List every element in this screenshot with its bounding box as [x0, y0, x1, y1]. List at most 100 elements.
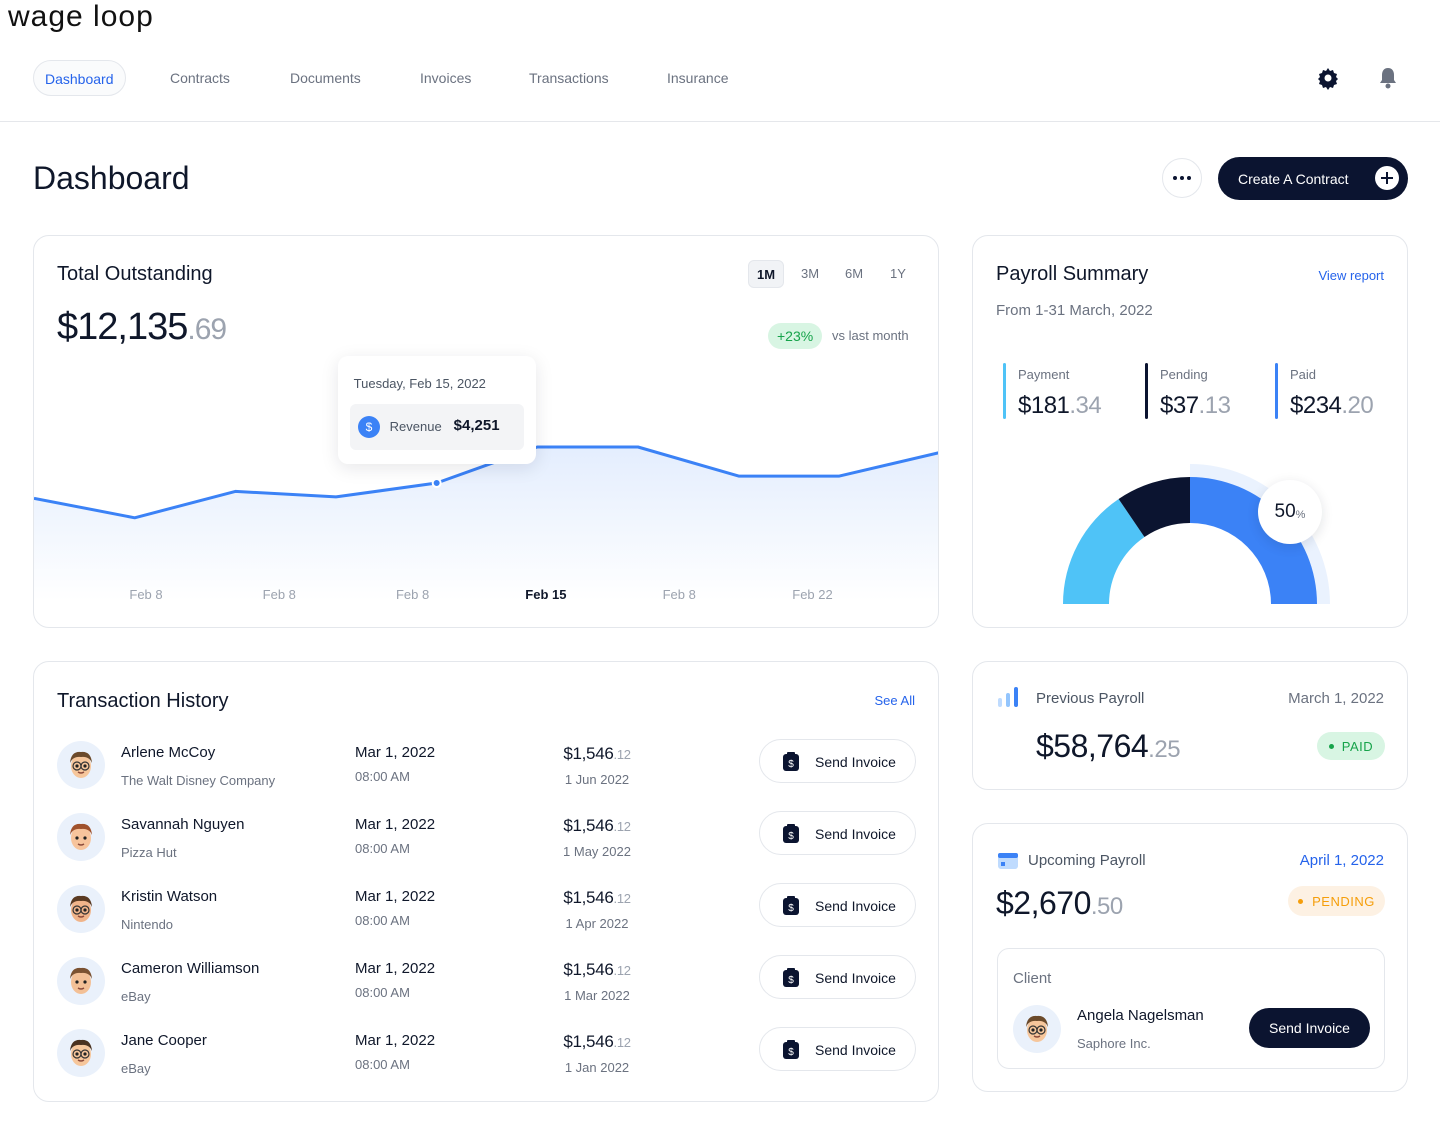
stat-amount: $234.20 — [1290, 392, 1374, 420]
payroll-date: April 1, 2022 — [1299, 852, 1384, 869]
amount-main: $1,546 — [563, 1032, 614, 1051]
amount-cents: .13 — [1198, 392, 1231, 419]
button-label: Send Invoice — [815, 898, 896, 914]
send-invoice-button[interactable]: $ Send Invoice — [759, 811, 916, 855]
avatar-face — [57, 741, 105, 789]
nav-tab[interactable]: Dashboard — [33, 60, 126, 96]
invoice-icon: $ — [783, 824, 799, 843]
send-invoice-button[interactable]: $ Send Invoice — [759, 1027, 916, 1071]
x-tick-label: Feb 8 — [396, 587, 429, 602]
amount-main: $1,546 — [563, 744, 614, 763]
company: eBay — [121, 1061, 151, 1076]
see-all-link[interactable]: See All — [874, 693, 915, 708]
amount-cents: .12 — [613, 891, 631, 906]
outstanding-card: Feb 8 Feb 8 Feb 8 Feb 15 Feb 8 Feb 22 Fe Total… — [33, 235, 939, 628]
due-date: 1 Jan 2022 — [564, 1060, 630, 1075]
send-invoice-button[interactable]: $ Send Invoice — [759, 883, 916, 927]
company: The Walt Disney Company — [121, 773, 276, 788]
amount-cents: .20 — [1341, 392, 1374, 419]
amount: $1,546.12 — [497, 1032, 697, 1052]
avatar-face — [57, 885, 105, 933]
x-tick-label: Feb 8 — [129, 587, 162, 602]
time: 08:00 AM — [355, 913, 410, 928]
date: Mar 1, 2022 — [355, 744, 436, 761]
range-tab[interactable]: 3M — [800, 266, 820, 281]
nav-tab[interactable]: Documents — [290, 70, 361, 86]
client-name: Angela Nagelsman — [1077, 1007, 1204, 1024]
highlight-point — [431, 478, 442, 489]
chart-tooltip: Tuesday, Feb 15, 2022 $ Revenue $4,251 — [337, 356, 536, 465]
nav-tab[interactable]: Insurance — [667, 70, 729, 86]
amount-cents: .50 — [1090, 893, 1123, 920]
company: eBay — [121, 989, 151, 1004]
brand-logo[interactable]: wage loop — [8, 0, 154, 33]
client-avatar — [1013, 1005, 1061, 1053]
payroll-amount: $2,670.50 — [996, 885, 1123, 922]
previous-payroll-card: Previous Payroll March 1, 2022 $58,764.2… — [972, 661, 1408, 790]
avatar — [57, 741, 105, 789]
payroll-gauge — [1063, 464, 1330, 604]
button-label: Send Invoice — [815, 1042, 896, 1058]
send-invoice-button[interactable]: $ Send Invoice — [759, 739, 916, 783]
due-date: 1 May 2022 — [563, 844, 631, 859]
stat-bar — [1003, 363, 1006, 419]
nav-tab[interactable]: Transactions — [529, 70, 609, 86]
avatar — [57, 1029, 105, 1077]
gauge-unit: % — [1295, 508, 1306, 521]
card-title: Transaction History — [57, 690, 229, 712]
more-icon — [1173, 176, 1191, 180]
more-button[interactable] — [1162, 158, 1202, 198]
transaction-row: Cameron Williamson eBay Mar 1, 2022 08:00 A… — [34, 955, 938, 1015]
status-dot — [1298, 898, 1304, 904]
payroll-amount: $58,764.25 — [1036, 728, 1181, 765]
gauge-segment — [1063, 498, 1145, 604]
client-heading: Client — [1013, 970, 1052, 987]
amount-main: $1,546 — [563, 960, 614, 979]
gauge-value: 50 — [1274, 501, 1296, 522]
payroll-summary-card: Payroll Summary View report From 1-31 Ma… — [972, 235, 1408, 628]
svg-text:$: $ — [365, 420, 372, 434]
amount-main: $2,670 — [996, 885, 1091, 921]
stat-bar — [1275, 363, 1278, 419]
x-tick-label: Feb 8 — [263, 587, 296, 602]
stat-amount: $37.13 — [1160, 392, 1231, 420]
amount-cents: .69 — [187, 313, 227, 346]
contact-name: Kristin Watson — [121, 888, 218, 905]
send-invoice-button[interactable]: Send Invoice — [1249, 1008, 1370, 1048]
outstanding-amount: $12,135.69 — [57, 306, 227, 349]
x-tick-label: Feb 8 — [663, 587, 696, 602]
x-tick-label: Fe — [938, 587, 939, 602]
notification-icon[interactable] — [1377, 66, 1399, 90]
invoice-icon: $ — [783, 896, 799, 915]
contact-name: Arlene McCoy — [121, 744, 216, 761]
company: Pizza Hut — [121, 845, 177, 860]
range-tab[interactable]: 6M — [844, 266, 864, 281]
send-invoice-button[interactable]: $ Send Invoice — [759, 955, 916, 999]
transaction-history-card: Transaction History See All Arlene McCoy… — [33, 661, 939, 1102]
create-contract-button[interactable]: Create A Contract — [1218, 157, 1408, 200]
settings-icon[interactable] — [1316, 66, 1340, 90]
svg-text:$: $ — [788, 975, 794, 986]
gauge-segment — [1118, 477, 1190, 538]
date: Mar 1, 2022 — [355, 816, 436, 833]
nav-tab[interactable]: Contracts — [170, 70, 230, 86]
amount-cents: .12 — [613, 1035, 631, 1050]
status-badge: PAID — [1317, 732, 1385, 760]
nav-tab[interactable]: Invoices — [420, 70, 472, 86]
button-label: Create A Contract — [1238, 170, 1349, 187]
range-tab[interactable]: 1M — [748, 260, 784, 288]
avatar — [57, 813, 105, 861]
invoice-icon: $ — [783, 752, 799, 771]
button-label: Send Invoice — [815, 826, 896, 842]
time: 08:00 AM — [355, 985, 410, 1000]
avatar-face — [57, 1029, 105, 1077]
plus-icon — [1375, 166, 1399, 190]
view-report-link[interactable]: View report — [1318, 268, 1384, 283]
avatar-face — [1013, 1005, 1061, 1053]
range-tab[interactable]: 1Y — [890, 266, 906, 281]
stat-amount: $181.34 — [1018, 392, 1102, 420]
time: 08:00 AM — [355, 1057, 410, 1072]
contact-name: Cameron Williamson — [121, 960, 260, 977]
amount-main: $181 — [1018, 392, 1070, 419]
line — [34, 445, 938, 520]
